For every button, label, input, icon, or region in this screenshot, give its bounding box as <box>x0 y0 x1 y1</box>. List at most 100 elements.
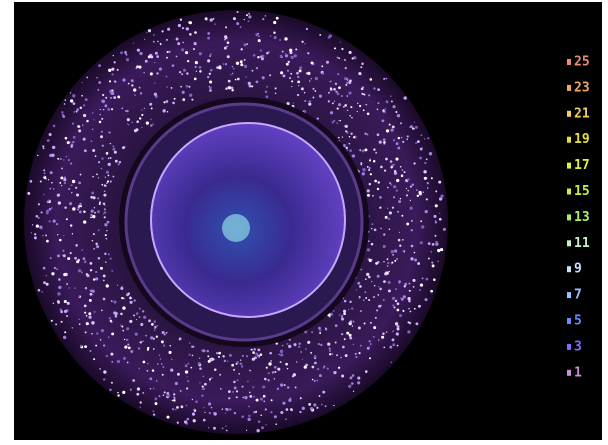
speck <box>275 16 279 20</box>
speck <box>63 235 65 237</box>
speck <box>48 220 51 223</box>
speck <box>89 350 92 352</box>
speck <box>423 176 427 180</box>
speck <box>359 285 362 288</box>
speck <box>185 27 189 31</box>
speck <box>339 314 341 316</box>
speck <box>249 369 252 372</box>
speck <box>102 213 105 215</box>
speck <box>333 119 336 122</box>
speck <box>384 215 388 219</box>
speck <box>170 358 173 361</box>
speck <box>227 79 231 83</box>
speck <box>377 339 380 341</box>
speck <box>366 133 369 136</box>
speck <box>173 399 176 402</box>
speck <box>286 343 289 345</box>
speck <box>374 179 377 183</box>
speck <box>228 397 231 400</box>
speck <box>31 224 34 226</box>
speck <box>350 106 353 109</box>
speck <box>135 332 137 335</box>
speck <box>97 210 100 214</box>
speck <box>231 88 234 92</box>
colorbar-label: 13 <box>574 210 590 225</box>
speck <box>204 411 206 413</box>
speck <box>66 301 70 305</box>
speck <box>252 351 255 354</box>
speck <box>403 251 406 253</box>
speck <box>90 140 93 142</box>
speck <box>279 39 282 41</box>
speck <box>395 189 398 192</box>
speck <box>221 408 224 410</box>
speck <box>188 93 193 97</box>
speck <box>210 69 213 72</box>
speck <box>360 163 363 166</box>
speck <box>105 182 108 185</box>
speck <box>255 352 259 356</box>
speck <box>173 397 176 400</box>
speck <box>63 159 65 161</box>
speck <box>201 385 204 388</box>
speck <box>166 50 169 54</box>
speck <box>46 209 49 213</box>
speck <box>424 138 426 140</box>
speck <box>348 142 351 145</box>
speck <box>208 411 212 415</box>
colorbar-swatch <box>567 240 571 247</box>
speck <box>417 140 420 143</box>
speck <box>176 406 179 409</box>
speck <box>62 254 66 258</box>
speck <box>102 297 106 301</box>
speck <box>419 156 423 160</box>
speck <box>121 107 124 110</box>
speck <box>346 109 349 111</box>
speck <box>281 50 284 53</box>
speck <box>53 266 57 270</box>
speck <box>122 356 127 360</box>
speck <box>329 312 334 316</box>
speck <box>191 98 194 101</box>
speck <box>78 181 82 185</box>
speck <box>63 273 67 277</box>
speck <box>427 257 430 260</box>
speck <box>344 67 347 70</box>
speck <box>282 401 286 405</box>
speck <box>236 22 240 26</box>
speck <box>171 407 175 411</box>
speck <box>421 277 424 280</box>
speck <box>392 254 394 256</box>
speck <box>289 397 292 400</box>
speck <box>227 86 232 90</box>
speck <box>240 63 244 67</box>
speck <box>154 325 157 329</box>
speck <box>52 124 56 128</box>
speck <box>86 119 89 123</box>
speck <box>153 329 156 332</box>
speck <box>133 314 136 317</box>
speck <box>381 335 385 339</box>
speck <box>316 367 320 371</box>
speck <box>232 17 236 21</box>
speck <box>248 414 251 418</box>
speck <box>43 172 46 175</box>
speck <box>243 64 248 69</box>
speck <box>150 55 154 59</box>
speck <box>105 152 109 155</box>
speck <box>418 288 421 291</box>
speck <box>99 201 102 204</box>
speck <box>78 323 81 325</box>
speck <box>399 165 402 168</box>
speck <box>202 375 205 378</box>
speck <box>346 131 349 134</box>
speck <box>103 208 106 211</box>
speck <box>397 210 400 213</box>
speck <box>186 417 190 421</box>
speck <box>45 177 47 180</box>
speck <box>49 187 52 190</box>
speck <box>401 214 404 217</box>
speck <box>279 361 282 364</box>
speck <box>296 93 300 97</box>
speck <box>97 88 100 91</box>
